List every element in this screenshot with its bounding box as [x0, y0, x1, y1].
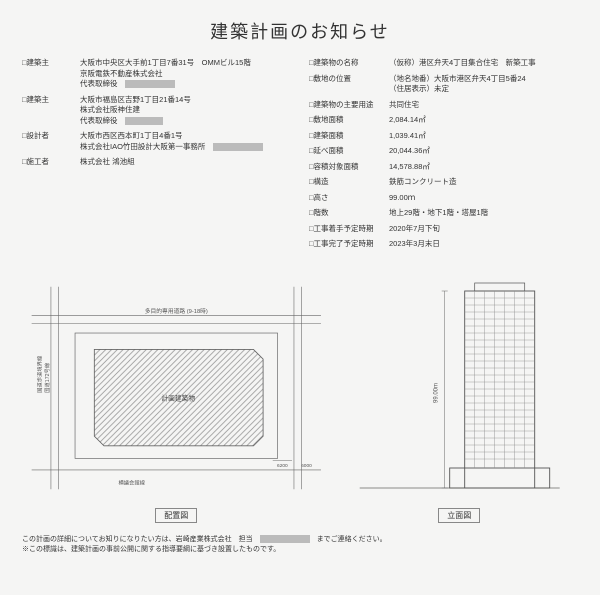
- left-column: □建築主大阪市中央区大手前1丁目7番31号 OMMビル15階京阪電鉄不動産株式会…: [22, 58, 291, 255]
- redacted: [125, 80, 175, 88]
- field-value: （地名地番）大阪市港区弁天4丁目5番24（住居表示）未定: [389, 74, 578, 95]
- field-value: 99.00ｍ: [389, 193, 578, 204]
- info-row: □建築物の主要用途共同住宅: [309, 100, 578, 111]
- field-label: □建築物の名称: [309, 58, 389, 69]
- field-value: 大阪市中央区大手前1丁目7番31号 OMMビル15階京阪電鉄不動産株式会社代表取…: [80, 58, 291, 90]
- info-columns: □建築主大阪市中央区大手前1丁目7番31号 OMMビル15階京阪電鉄不動産株式会…: [22, 58, 578, 255]
- info-row: □建築主大阪市中央区大手前1丁目7番31号 OMMビル15階京阪電鉄不動産株式会…: [22, 58, 291, 90]
- field-label: □建築主: [22, 95, 80, 127]
- field-label: □施工者: [22, 157, 80, 168]
- site-plan: 多目的専用道路 (9-18時) 国道歩道境界線 国道172号線 計画建築物 横議…: [22, 273, 331, 523]
- field-label: □構造: [309, 177, 389, 188]
- redacted: [125, 117, 163, 125]
- info-row: □構造鉄筋コンクリート造: [309, 177, 578, 188]
- elevation: 99.00m 立面図: [341, 273, 578, 523]
- plan-building-label: 計画建築物: [161, 393, 195, 402]
- info-row: □敷地の位置（地名地番）大阪市港区弁天4丁目5番24（住居表示）未定: [309, 74, 578, 95]
- right-column: □建築物の名称（仮称）港区弁天4丁目集合住宅 新築工事□敷地の位置（地名地番）大…: [309, 58, 578, 255]
- footer-text-1: この計画の詳細についてお知りになりたい方は、岩崎産業株式会社 担当: [22, 536, 260, 543]
- svg-text:多目的専用道路 (9-18時): 多目的専用道路 (9-18時): [145, 306, 208, 314]
- field-label: □設計者: [22, 131, 80, 152]
- elev-svg: 99.00m: [341, 273, 578, 503]
- redacted: [213, 143, 263, 151]
- info-row: □工事着手予定時期2020年7月下旬: [309, 224, 578, 235]
- field-label: □工事完了予定時期: [309, 239, 389, 250]
- svg-text:横議会館線: 横議会館線: [118, 478, 145, 486]
- field-value: 大阪市福島区吉野1丁目21番14号株式会社阪神住建代表取締役: [80, 95, 291, 127]
- field-label: □建築面積: [309, 131, 389, 142]
- field-label: □建築主: [22, 58, 80, 90]
- field-value: 株式会社 鴻池組: [80, 157, 291, 168]
- field-label: □延べ面積: [309, 146, 389, 157]
- svg-text:国道172号線: 国道172号線: [43, 362, 51, 393]
- info-row: □敷地面積2,084.14㎡: [309, 115, 578, 126]
- svg-text:国道歩道境界線: 国道歩道境界線: [35, 355, 43, 393]
- elev-label: 立面図: [438, 508, 480, 523]
- svg-text:99.00m: 99.00m: [433, 382, 439, 402]
- field-value: （仮称）港区弁天4丁目集合住宅 新築工事: [389, 58, 578, 69]
- field-value: 地上29階・地下1階・塔屋1階: [389, 208, 578, 219]
- field-label: □階数: [309, 208, 389, 219]
- info-row: □設計者大阪市西区西本町1丁目4番1号株式会社IAO竹田設計大阪第一事務所: [22, 131, 291, 152]
- field-value: 鉄筋コンクリート造: [389, 177, 578, 188]
- field-value: 20,044.36㎡: [389, 146, 578, 157]
- field-label: □工事着手予定時期: [309, 224, 389, 235]
- info-row: □工事完了予定時期2023年3月末日: [309, 239, 578, 250]
- info-row: □階数地上29階・地下1階・塔屋1階: [309, 208, 578, 219]
- field-label: □建築物の主要用途: [309, 100, 389, 111]
- redacted-contact: [260, 535, 310, 543]
- info-row: □延べ面積20,044.36㎡: [309, 146, 578, 157]
- info-row: □施工者株式会社 鴻池組: [22, 157, 291, 168]
- plan-svg: 多目的専用道路 (9-18時) 国道歩道境界線 国道172号線 計画建築物 横議…: [22, 273, 331, 503]
- footer: この計画の詳細についてお知りになりたい方は、岩崎産業株式会社 担当 までご連絡く…: [22, 535, 578, 556]
- footer-text-2: までご連絡ください。: [310, 536, 387, 543]
- field-value: 14,578.88㎡: [389, 162, 578, 173]
- field-label: □敷地の位置: [309, 74, 389, 95]
- info-row: □建築面積1,039.41㎡: [309, 131, 578, 142]
- field-label: □容積対象面積: [309, 162, 389, 173]
- svg-text:6200: 6200: [277, 463, 288, 469]
- info-row: □容積対象面積14,578.88㎡: [309, 162, 578, 173]
- diagrams-area: 多目的専用道路 (9-18時) 国道歩道境界線 国道172号線 計画建築物 横議…: [22, 273, 578, 523]
- field-value: 1,039.41㎡: [389, 131, 578, 142]
- footer-text-3: ※この標識は、建築計画の事前公開に関する指導要綱に基づき設置したものです。: [22, 546, 280, 553]
- plan-label: 配置図: [155, 508, 197, 523]
- svg-text:6000: 6000: [301, 463, 312, 469]
- field-value: 2,084.14㎡: [389, 115, 578, 126]
- field-value: 2023年3月末日: [389, 239, 578, 250]
- page-title: 建築計画のお知らせ: [22, 18, 578, 44]
- field-value: 共同住宅: [389, 100, 578, 111]
- field-value: 大阪市西区西本町1丁目4番1号株式会社IAO竹田設計大阪第一事務所: [80, 131, 291, 152]
- info-row: □建築物の名称（仮称）港区弁天4丁目集合住宅 新築工事: [309, 58, 578, 69]
- info-row: □高さ99.00ｍ: [309, 193, 578, 204]
- field-label: □高さ: [309, 193, 389, 204]
- info-row: □建築主大阪市福島区吉野1丁目21番14号株式会社阪神住建代表取締役: [22, 95, 291, 127]
- field-label: □敷地面積: [309, 115, 389, 126]
- field-value: 2020年7月下旬: [389, 224, 578, 235]
